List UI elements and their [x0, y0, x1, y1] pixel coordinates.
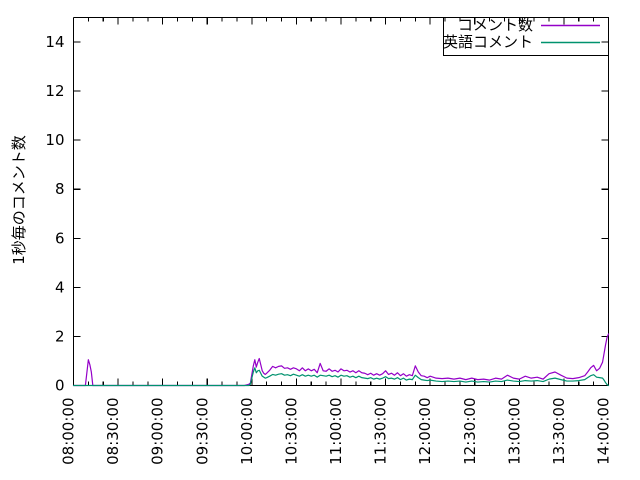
y-tick-label: 6 [55, 229, 65, 247]
x-tick-label: 09:30:00 [193, 398, 211, 465]
series-line-1 [72, 333, 610, 387]
y-axis-ticks: 0 2 4 6 8 10 12 14 [45, 33, 609, 395]
legend-border [442, 16, 610, 57]
x-tick-label: 08:30:00 [104, 398, 122, 465]
y-tick-label: 8 [55, 180, 65, 198]
x-tick-label: 12:00:00 [416, 398, 434, 465]
x-tick-label: 08:00:00 [60, 398, 78, 465]
series-layer [72, 333, 610, 387]
plot-frame [72, 16, 610, 387]
x-tick-label: 13:30:00 [550, 398, 568, 465]
x-tick-label: 11:30:00 [372, 398, 390, 465]
x-tick-label: 14:00:00 [595, 398, 613, 465]
y-tick-label: 2 [55, 327, 65, 345]
x-tick-label: 13:00:00 [505, 398, 523, 465]
legend: コメント数 英語コメント [442, 16, 610, 57]
x-tick-label: 10:00:00 [238, 398, 256, 465]
axis-frame [72, 17, 609, 387]
x-tick-label: 12:30:00 [461, 398, 479, 465]
x-tick-label: 10:30:00 [282, 398, 300, 465]
legend-label-english-comment: 英語コメント [443, 33, 533, 51]
x-tick-label: 09:00:00 [149, 398, 167, 465]
series-line-2 [72, 367, 610, 387]
y-tick-label: 14 [45, 33, 64, 51]
x-axis-ticks: 08:00:00 08:30:00 09:00:00 09:30:00 10:00:00… [60, 17, 613, 465]
y-axis-label: 1秒毎のコメント数 [10, 135, 28, 265]
x-tick-label: 11:00:00 [327, 398, 345, 465]
y-tick-label: 4 [55, 278, 65, 296]
legend-label-comment-count: コメント数 [458, 16, 533, 34]
y-tick-label: 0 [55, 377, 65, 395]
y-tick-label: 10 [45, 131, 64, 149]
y-tick-label: 12 [45, 82, 64, 100]
